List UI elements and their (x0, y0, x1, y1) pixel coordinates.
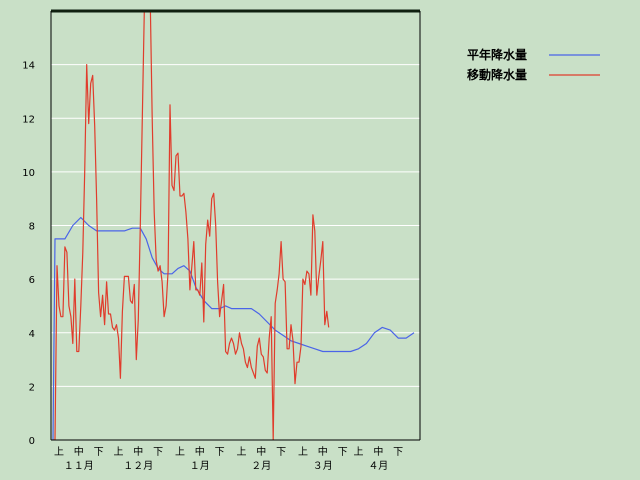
plot-frame (50, 9, 421, 441)
x-sub-tick-label: 上 (175, 446, 185, 458)
x-month-label: ２月 (251, 460, 271, 472)
y-tick-label: 14 (22, 61, 35, 72)
x-month-label: ４月 (368, 460, 388, 472)
x-sub-tick-label: 上 (236, 446, 246, 458)
x-sub-tick-label: 下 (94, 447, 104, 458)
y-tick-label: 0 (29, 436, 35, 447)
series-line-1 (52, 216, 415, 440)
x-sub-tick-label: 中 (256, 445, 266, 458)
y-tick-label: 4 (29, 329, 35, 340)
legend-label-1: 平年降水量 (467, 47, 527, 62)
x-sub-tick-label: 上 (113, 446, 123, 458)
x-sub-tick-label: 下 (153, 447, 163, 458)
x-sub-tick-label: 中 (195, 445, 205, 458)
x-sub-tick-label: 中 (318, 445, 328, 458)
x-month-label: １１月 (64, 460, 94, 472)
x-sub-tick-label: 中 (74, 445, 84, 458)
x-sub-tick-label: 上 (298, 446, 308, 458)
x-month-label: １２月 (123, 460, 153, 472)
x-axis-ticks: 上中下上中下上中下上中下上中下上中下１１月 １２月 １月 ２月 ３月 ４月 (54, 445, 403, 472)
x-sub-tick-label: 中 (373, 445, 383, 458)
y-tick-label: 12 (22, 114, 35, 125)
x-sub-tick-label: 中 (133, 445, 143, 458)
series-line-2 (53, 11, 330, 440)
x-sub-tick-label: 下 (215, 447, 225, 458)
y-tick-label: 10 (22, 168, 35, 179)
x-sub-tick-label: 下 (276, 447, 286, 458)
y-tick-label: 2 (29, 382, 35, 393)
x-sub-tick-label: 上 (54, 446, 64, 458)
y-tick-label: 8 (29, 222, 35, 233)
y-tick-label: 6 (29, 275, 35, 286)
series-layer (52, 11, 415, 440)
x-month-label: １月 (190, 460, 210, 472)
x-sub-tick-label: 上 (353, 446, 363, 458)
x-sub-tick-label: 下 (338, 447, 348, 458)
y-axis-ticks: 0 2 4 6 8 10 12 14 (22, 61, 35, 447)
legend-label-2: 移動降水量 (467, 67, 527, 82)
x-sub-tick-label: 下 (393, 447, 403, 458)
grid-lines (51, 64, 420, 387)
x-month-label: ３月 (313, 460, 333, 472)
